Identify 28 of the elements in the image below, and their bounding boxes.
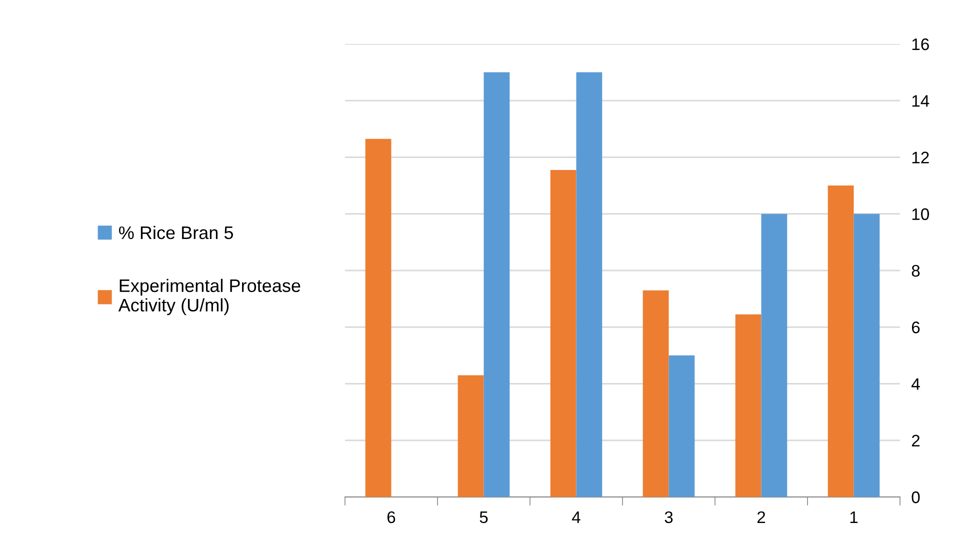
legend-label: Experimental Protease Activity (U/ml) <box>118 278 300 316</box>
x-tick-label: 2 <box>757 511 766 523</box>
x-tick-label: 3 <box>664 511 673 524</box>
y-tick-label: 6 <box>912 322 920 334</box>
bar <box>735 314 762 497</box>
bar <box>761 214 788 497</box>
x-tick-label: 6 <box>387 511 396 524</box>
legend-label: % Rice Bran 5 <box>119 226 234 240</box>
y-tick-label: 0 <box>912 491 920 504</box>
bar <box>550 170 576 497</box>
bar <box>828 186 854 497</box>
y-tick-label: 4 <box>911 378 920 390</box>
bar <box>854 214 880 497</box>
y-tick-label: 12 <box>912 152 929 164</box>
x-tick-label: 4 <box>572 512 580 523</box>
y-tick-label: 8 <box>912 264 920 277</box>
y-tick-label: 2 <box>912 434 920 446</box>
bar <box>365 138 392 497</box>
y-tick-label: 14 <box>912 95 930 107</box>
bar <box>458 375 484 497</box>
bar <box>484 72 510 497</box>
bar <box>642 290 669 497</box>
x-tick-label: 1 <box>850 512 858 523</box>
bar <box>668 355 695 497</box>
y-tick-label: 10 <box>912 208 929 220</box>
x-tick-label: 5 <box>480 512 488 524</box>
bar <box>576 72 602 497</box>
y-tick-label: 16 <box>912 38 929 50</box>
